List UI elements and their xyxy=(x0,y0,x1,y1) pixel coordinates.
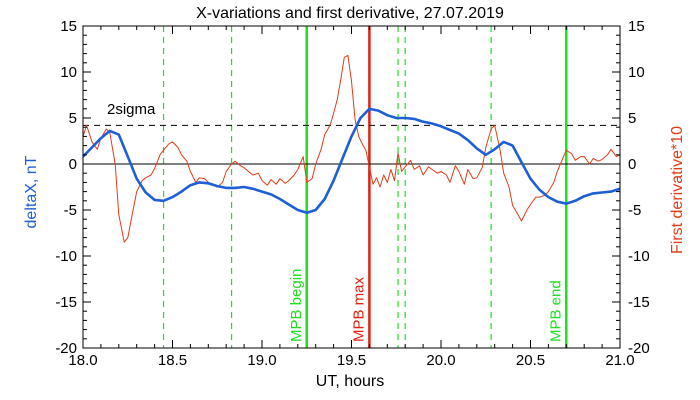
x-axis-label: UT, hours xyxy=(316,373,384,390)
x-tick-label-6: 21.0 xyxy=(605,352,634,369)
marker-label-mpb-begin: MPB begin xyxy=(288,269,305,342)
x-tick-label-5: 20.5 xyxy=(516,352,545,369)
right-y-tick-label-4: 0 xyxy=(628,156,636,173)
x-tick-label-0: 18.0 xyxy=(68,352,97,369)
x-tick-label-4: 20.0 xyxy=(426,352,455,369)
left-y-tick-label-4: 0 xyxy=(69,156,77,173)
left-y-axis-label: deltaX, nT xyxy=(23,155,40,228)
right-y-tick-label-5: 5 xyxy=(628,110,636,127)
left-y-tick-label-5: 5 xyxy=(69,110,77,127)
right-y-tick-label-1: -15 xyxy=(628,294,650,311)
left-y-tick-label-0: -20 xyxy=(55,340,77,357)
marker-label-mpb-max: MPB max xyxy=(350,276,367,342)
left-y-tick-label-2: -10 xyxy=(55,248,77,265)
left-y-tick-label-3: -5 xyxy=(64,202,77,219)
left-y-tick-label-6: 10 xyxy=(60,64,77,81)
plot-area: MPB begin MPB max MPB end 18.0 18.5 19.0 19.5 2… xyxy=(55,18,649,369)
right-y-tick-label-2: -10 xyxy=(628,248,650,265)
right-y-tick-label-0: -20 xyxy=(628,340,650,357)
right-y-tick-label-6: 10 xyxy=(628,64,645,81)
series-line-derivative xyxy=(82,54,621,243)
series-line-deltax xyxy=(82,107,621,215)
right-y-tick-label-7: 15 xyxy=(628,18,645,35)
right-y-tick-label-3: -5 xyxy=(628,202,641,219)
x-tick-label-3: 19.5 xyxy=(337,352,366,369)
right-y-axis-label: First derivative*10 xyxy=(669,126,686,254)
left-y-tick-label-1: -15 xyxy=(55,294,77,311)
chart-title: X-variations and first derivative, 27.07… xyxy=(196,5,504,22)
x-tick-label-2: 19.0 xyxy=(247,352,276,369)
sigma-label: 2sigma xyxy=(107,101,156,118)
x-tick-label-1: 18.5 xyxy=(158,352,187,369)
left-y-tick-label-7: 15 xyxy=(60,18,77,35)
marker-label-mpb-end: MPB end xyxy=(547,280,564,342)
